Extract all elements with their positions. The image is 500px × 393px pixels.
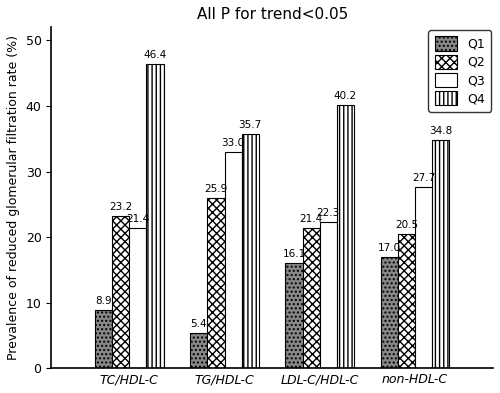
Text: 27.7: 27.7 — [412, 173, 435, 183]
Bar — [415, 187, 432, 368]
Text: 8.9: 8.9 — [96, 296, 112, 306]
Text: 21.4: 21.4 — [300, 214, 323, 224]
Text: 46.4: 46.4 — [144, 50, 167, 60]
Bar — [286, 263, 302, 368]
Title: All P for trend<0.05: All P for trend<0.05 — [196, 7, 348, 22]
Bar — [432, 140, 450, 368]
Text: 21.4: 21.4 — [126, 214, 150, 224]
Bar — [190, 333, 208, 368]
Text: 40.2: 40.2 — [334, 91, 357, 101]
Bar — [337, 105, 354, 368]
Legend: Q1, Q2, Q3, Q4: Q1, Q2, Q3, Q4 — [428, 30, 491, 112]
Text: 22.3: 22.3 — [316, 208, 340, 218]
Text: 33.0: 33.0 — [222, 138, 244, 148]
Bar — [380, 257, 398, 368]
Bar — [320, 222, 337, 368]
Text: 35.7: 35.7 — [238, 120, 262, 130]
Bar — [112, 216, 130, 368]
Text: 25.9: 25.9 — [204, 184, 228, 195]
Bar — [130, 228, 146, 368]
Bar — [224, 152, 242, 368]
Bar — [242, 134, 259, 368]
Bar — [208, 198, 224, 368]
Text: 34.8: 34.8 — [429, 126, 452, 136]
Text: 5.4: 5.4 — [190, 319, 207, 329]
Text: 23.2: 23.2 — [109, 202, 132, 212]
Text: 20.5: 20.5 — [395, 220, 418, 230]
Bar — [302, 228, 320, 368]
Bar — [398, 234, 415, 368]
Text: 16.1: 16.1 — [282, 249, 306, 259]
Bar — [95, 310, 112, 368]
Text: 17.0: 17.0 — [378, 243, 401, 253]
Y-axis label: Prevalence of reduced glomerular filtration rate (%): Prevalence of reduced glomerular filtrat… — [7, 35, 20, 360]
Bar — [146, 64, 164, 368]
